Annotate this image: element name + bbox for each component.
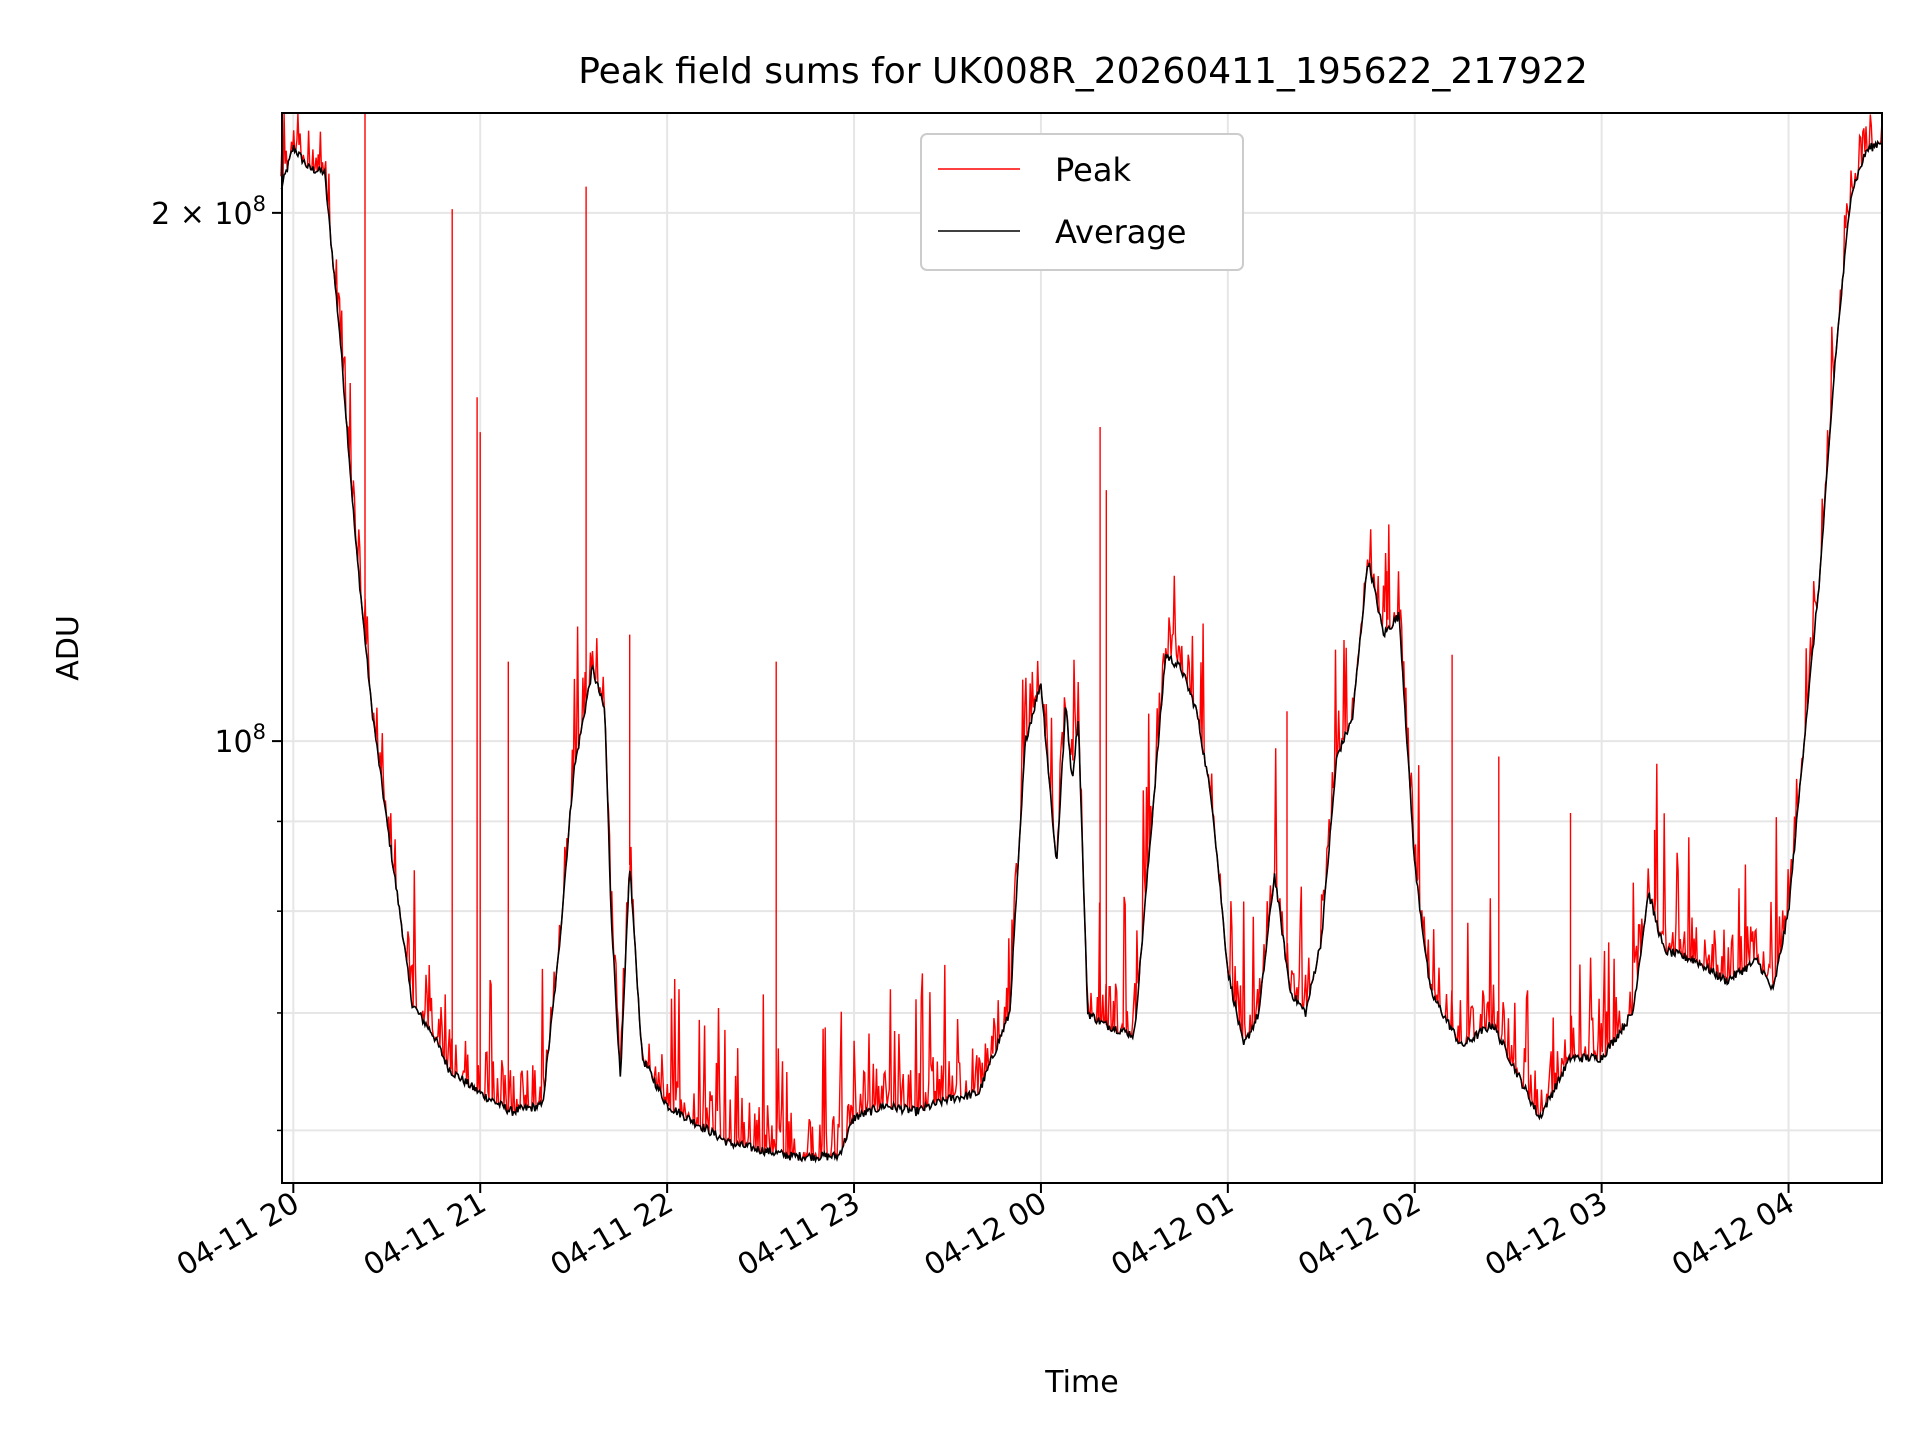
grid-lines xyxy=(282,113,1882,1183)
legend-box xyxy=(920,133,1244,271)
series-peak-line xyxy=(280,112,1883,1163)
series-average-line xyxy=(280,139,1883,1164)
x-axis-ticks: 04-11 20 04-11 21 04-11 22 04-11 23 04-12 00… xyxy=(171,1183,1801,1283)
x-tick-label: 04-12 02 xyxy=(1292,1186,1426,1284)
x-tick-label: 04-11 20 xyxy=(171,1186,305,1284)
x-tick-label: 04-11 23 xyxy=(732,1186,866,1284)
x-axis-label: Time xyxy=(1044,1365,1118,1400)
chart-title: Peak field sums for UK008R_20260411_1956… xyxy=(578,51,1588,92)
legend-label-peak: Peak xyxy=(1055,151,1131,189)
series-layer xyxy=(280,112,1883,1164)
x-tick-label: 04-12 04 xyxy=(1666,1186,1800,1284)
x-tick-label: 04-11 21 xyxy=(358,1186,492,1284)
y-tick-label: 108 xyxy=(214,720,266,760)
legend: Peak Average xyxy=(920,133,1244,271)
x-tick-label: 04-12 03 xyxy=(1479,1186,1613,1284)
legend-label-average: Average xyxy=(1055,213,1186,251)
y-axis-ticks: 108 2 × 108 xyxy=(151,192,282,1132)
y-axis-label: ADU xyxy=(51,615,86,681)
plot-frame xyxy=(281,112,1883,1184)
y-tick-label: 2 × 108 xyxy=(151,192,266,232)
x-tick-label: 04-11 22 xyxy=(545,1186,679,1284)
x-tick-label: 04-12 01 xyxy=(1106,1186,1240,1284)
x-tick-label: 04-12 00 xyxy=(919,1186,1053,1284)
